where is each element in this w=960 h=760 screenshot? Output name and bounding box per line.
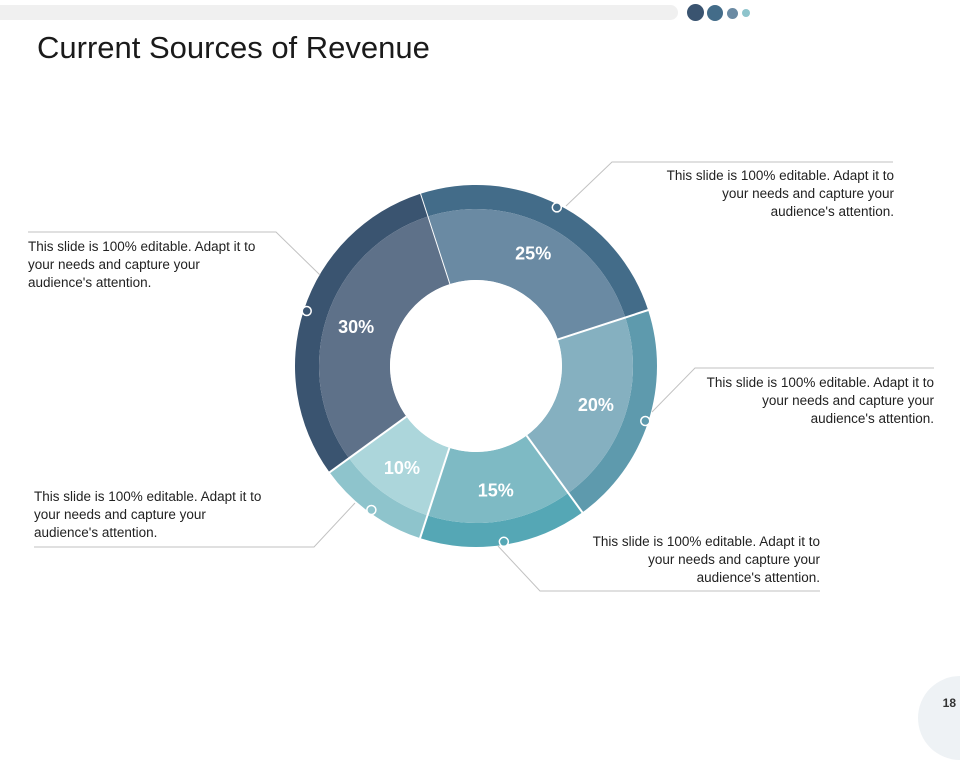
decor-dot xyxy=(707,5,723,21)
callout-marker xyxy=(498,536,510,548)
slice-divider xyxy=(418,447,451,540)
donut-slice-outer xyxy=(568,310,657,513)
callout-marker xyxy=(366,504,377,516)
donut-slice xyxy=(319,216,450,459)
donut-slice-outer xyxy=(295,193,428,473)
callout-marker xyxy=(640,415,651,427)
slice-divider xyxy=(557,308,650,341)
callout-connector xyxy=(651,367,934,413)
donut-hole xyxy=(390,280,562,452)
callout-connector xyxy=(34,502,356,548)
callout-text: This slide is 100% editable. Adapt it to… xyxy=(706,375,934,426)
callout-connector xyxy=(565,161,893,207)
donut-slice-outer xyxy=(329,458,428,539)
decor-dot xyxy=(727,8,738,19)
callout-text: This slide is 100% editable. Adapt it to… xyxy=(28,239,256,290)
callout-connector xyxy=(28,231,321,276)
top-decor-bar xyxy=(0,5,678,20)
slice-percent-label: 20% xyxy=(578,395,614,415)
slice-divider xyxy=(328,415,408,474)
donut-slice xyxy=(427,435,569,523)
page-number: 18 xyxy=(942,696,956,710)
donut-slice xyxy=(526,317,633,494)
decor-dot xyxy=(742,9,750,17)
callout-connector xyxy=(497,545,820,592)
donut-slice-outer xyxy=(420,493,583,547)
donut-slice xyxy=(427,208,626,340)
donut-chart: 25% 20% 15% 10% 30% xyxy=(28,161,934,592)
callout-text: This slide is 100% editable. Adapt it to… xyxy=(592,534,820,585)
callout-marker xyxy=(301,305,312,317)
slice-percent-label: 15% xyxy=(478,480,514,500)
decor-dot xyxy=(687,4,704,21)
callout-text: This slide is 100% editable. Adapt it to… xyxy=(666,168,894,219)
slice-divider xyxy=(525,434,584,514)
page-title: Current Sources of Revenue xyxy=(37,30,430,65)
slice-percent-label: 25% xyxy=(515,244,551,264)
slice-percent-label: 30% xyxy=(338,317,374,337)
donut-slice-outer xyxy=(420,185,649,318)
callout-marker xyxy=(551,202,563,213)
slice-percent-label: 10% xyxy=(384,458,420,478)
callout-text: This slide is 100% editable. Adapt it to… xyxy=(34,489,262,540)
